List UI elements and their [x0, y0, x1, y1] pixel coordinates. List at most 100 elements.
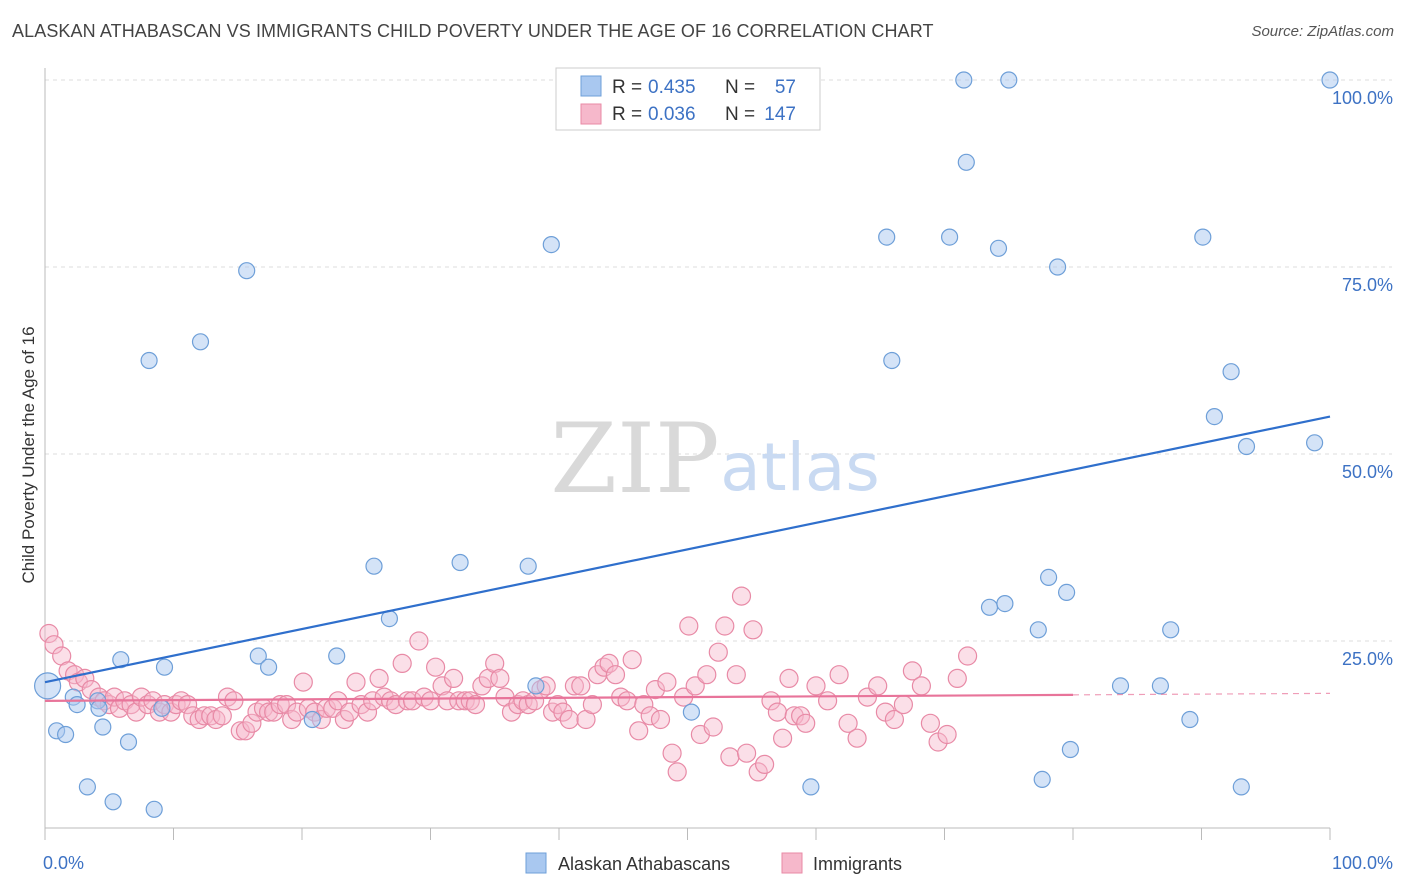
legend-n-value-1: 57 [775, 77, 796, 98]
immigrants-point-129 [784, 706, 804, 726]
immigrants-point-35 [242, 713, 262, 733]
athabascan-point-44 [1061, 740, 1080, 759]
athabascan-point-28 [682, 703, 701, 721]
legend-n-label-2: N = [725, 104, 755, 125]
immigrants-point-59 [381, 691, 401, 711]
immigrants-point-127 [772, 728, 793, 748]
athabascan-points [33, 71, 1339, 818]
immigrants-point-96 [594, 657, 614, 677]
athabascan-point-30 [878, 228, 896, 246]
immigrants-point-118 [720, 747, 740, 767]
athabascan-point-55 [1321, 71, 1339, 89]
immigrants-point-89 [553, 702, 573, 722]
immigrants-point-143 [911, 676, 932, 696]
immigrants-point-133 [817, 691, 838, 711]
athabascan-point-29 [802, 778, 820, 796]
immigrants-point-132 [806, 676, 826, 696]
immigrants-point-136 [847, 728, 867, 748]
immigrants-point-66 [420, 691, 441, 711]
athabascan-point-36 [989, 239, 1008, 257]
immigrants-point-98 [605, 665, 626, 685]
immigrants-point-61 [392, 653, 412, 674]
legend-r-label-1: R = [612, 77, 642, 98]
legend-swatch-pink [580, 103, 602, 125]
athabascan-point-15 [155, 658, 174, 676]
legend-n-value-2: 147 [764, 104, 796, 125]
y-tick-label-2: 50.0% [1342, 462, 1393, 482]
grid-lines [45, 79, 1392, 642]
immigrants-point-131 [796, 713, 816, 733]
immigrants-point-140 [884, 709, 905, 730]
immigrants-point-53 [346, 672, 366, 692]
immigrants-point-109 [667, 762, 687, 782]
legend-swatch-blue [580, 75, 602, 97]
legend-bottom-swatch-pink [781, 852, 803, 874]
athabascan-point-37 [996, 594, 1014, 613]
y-tick-label-1: 75.0% [1342, 275, 1393, 295]
immigrants-point-77 [485, 653, 505, 674]
immigrants-point-106 [650, 709, 671, 730]
immigrants-point-57 [369, 668, 389, 689]
immigrants-points [39, 586, 978, 782]
immigrants-point-105 [645, 679, 666, 700]
immigrants-point-134 [829, 665, 849, 685]
x-tick-marks [44, 828, 1331, 840]
athabascan-point-0 [33, 672, 62, 700]
x-tick-label-min: 0.0% [43, 853, 84, 873]
watermark-atlas: atlas [720, 429, 880, 506]
immigrants-point-16 [131, 687, 151, 707]
athabascan-point-31 [883, 351, 901, 370]
immigrants-point-111 [679, 616, 699, 636]
immigrants-point-68 [432, 676, 452, 696]
immigrants-point-128 [779, 668, 799, 689]
immigrants-point-138 [868, 676, 888, 696]
immigrants-point-114 [697, 665, 717, 685]
immigrants-point-92 [571, 676, 591, 696]
immigrants-point-122 [743, 620, 763, 640]
athabascan-point-39 [1029, 621, 1047, 639]
immigrants-point-33 [230, 721, 250, 741]
immigrants-point-72 [455, 691, 475, 711]
immigrants-point-135 [838, 713, 858, 733]
legend-n-label-1: N = [725, 77, 755, 98]
immigrants-point-108 [662, 743, 682, 763]
immigrants-point-26 [189, 709, 209, 730]
immigrants-point-67 [426, 657, 446, 677]
athabascan-point-11 [119, 733, 138, 751]
immigrants-point-94 [582, 694, 603, 715]
athabascan-point-50 [1205, 408, 1224, 426]
athabascan-point-35 [980, 598, 999, 616]
athabascan-point-17 [238, 262, 256, 280]
immigrants-point-15 [126, 702, 146, 722]
immigrants-point-31 [217, 687, 238, 707]
chart-title: ALASKAN ATHABASCAN VS IMMIGRANTS CHILD P… [12, 21, 934, 41]
immigrants-point-144 [920, 713, 941, 733]
athabascan-point-49 [1194, 228, 1212, 246]
athabascan-point-38 [1000, 71, 1018, 89]
y-tick-label-0: 100.0% [1332, 88, 1393, 108]
immigrants-point-102 [629, 721, 649, 741]
athabascan-point-9 [104, 793, 122, 811]
immigrants-point-78 [490, 668, 510, 689]
athabascan-point-7 [90, 699, 108, 717]
athabascan-point-20 [303, 710, 321, 729]
athabascan-trend-line [44, 415, 1331, 684]
athabascan-point-54 [1305, 434, 1324, 452]
legend-bottom-label-blue: Alaskan Athabascans [558, 854, 730, 874]
immigrants-point-103 [634, 694, 654, 715]
immigrants-point-117 [715, 616, 735, 636]
immigrants-point-126 [767, 702, 788, 722]
athabascan-point-16 [191, 333, 210, 351]
athabascan-point-53 [1237, 437, 1256, 456]
y-tick-labels: 100.0% 75.0% 50.0% 25.0% [1332, 88, 1393, 669]
immigrants-point-90 [559, 709, 579, 730]
athabascan-point-52 [1232, 778, 1250, 796]
immigrants-point-55 [357, 702, 378, 722]
immigrants-point-116 [708, 642, 728, 662]
athabascan-point-27 [542, 236, 560, 254]
legend-bottom-label-pink: Immigrants [813, 854, 902, 874]
immigrants-point-65 [414, 687, 434, 707]
immigrants-point-74 [465, 694, 486, 715]
immigrants-trend-extension [1072, 692, 1331, 696]
